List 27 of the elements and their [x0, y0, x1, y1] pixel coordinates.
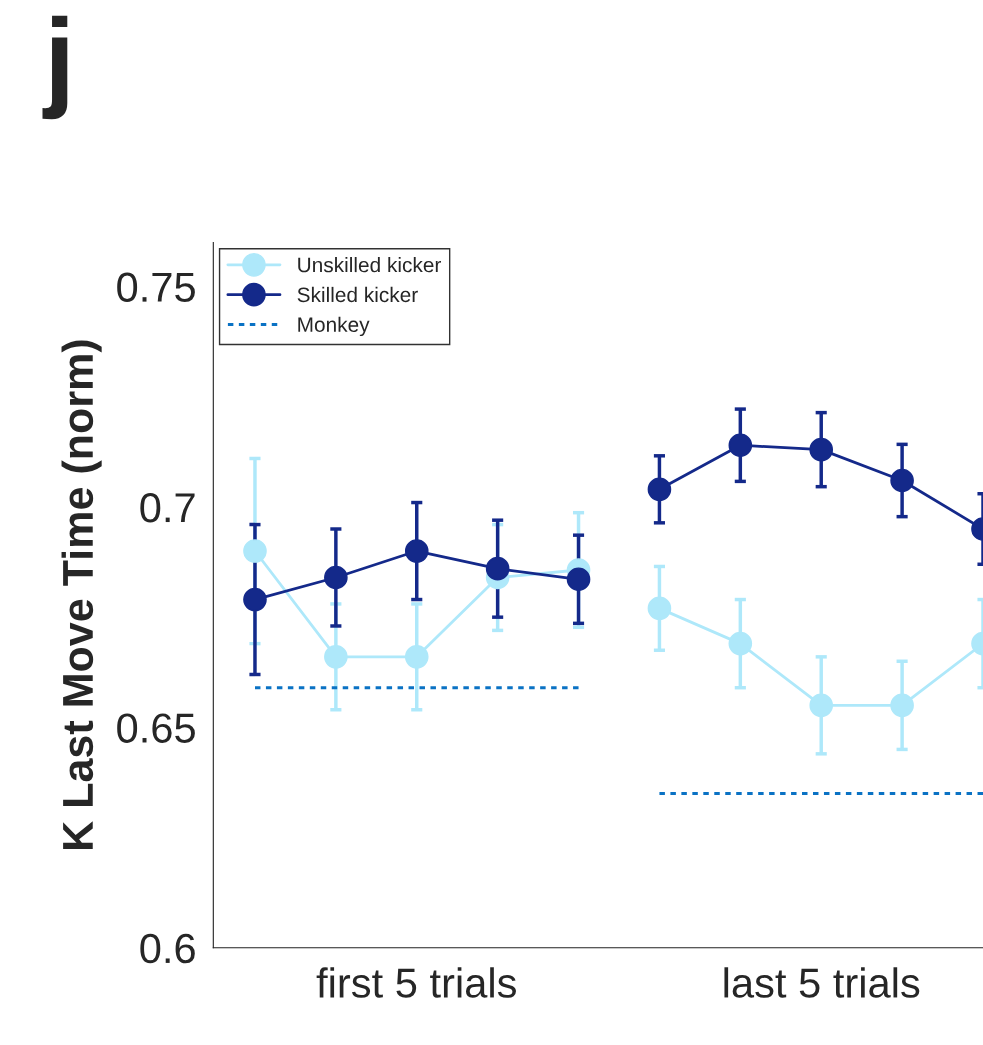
- point: [485, 556, 510, 581]
- point: [728, 631, 753, 656]
- x-tick-label: first 5 trials: [316, 967, 516, 998]
- legend-label: Monkey: [298, 316, 370, 337]
- legend-label: Skilled kicker: [297, 286, 418, 303]
- chart-title: j: [42, 15, 68, 120]
- y-tick-label: 0.75: [117, 272, 195, 303]
- point: [566, 567, 591, 592]
- point: [404, 645, 429, 669]
- y-tick-label: 0.65: [117, 713, 195, 743]
- point: [647, 596, 672, 621]
- y-tick-label: 0.7: [140, 492, 195, 523]
- point: [728, 433, 753, 458]
- point: [890, 693, 914, 718]
- point: [404, 539, 429, 563]
- point: [809, 437, 834, 462]
- point: [243, 539, 267, 563]
- point: [324, 645, 348, 669]
- point: [324, 565, 348, 590]
- point: [809, 693, 834, 718]
- point: [647, 477, 672, 502]
- y-tick-label: 0.6: [140, 933, 195, 964]
- point: [890, 468, 914, 493]
- y-axis-title: K Last Move Time (norm): [61, 340, 102, 850]
- point: [243, 587, 267, 612]
- x-tick-label: last 5 trials: [724, 967, 920, 998]
- legend-label: Unskilled kicker: [298, 257, 442, 273]
